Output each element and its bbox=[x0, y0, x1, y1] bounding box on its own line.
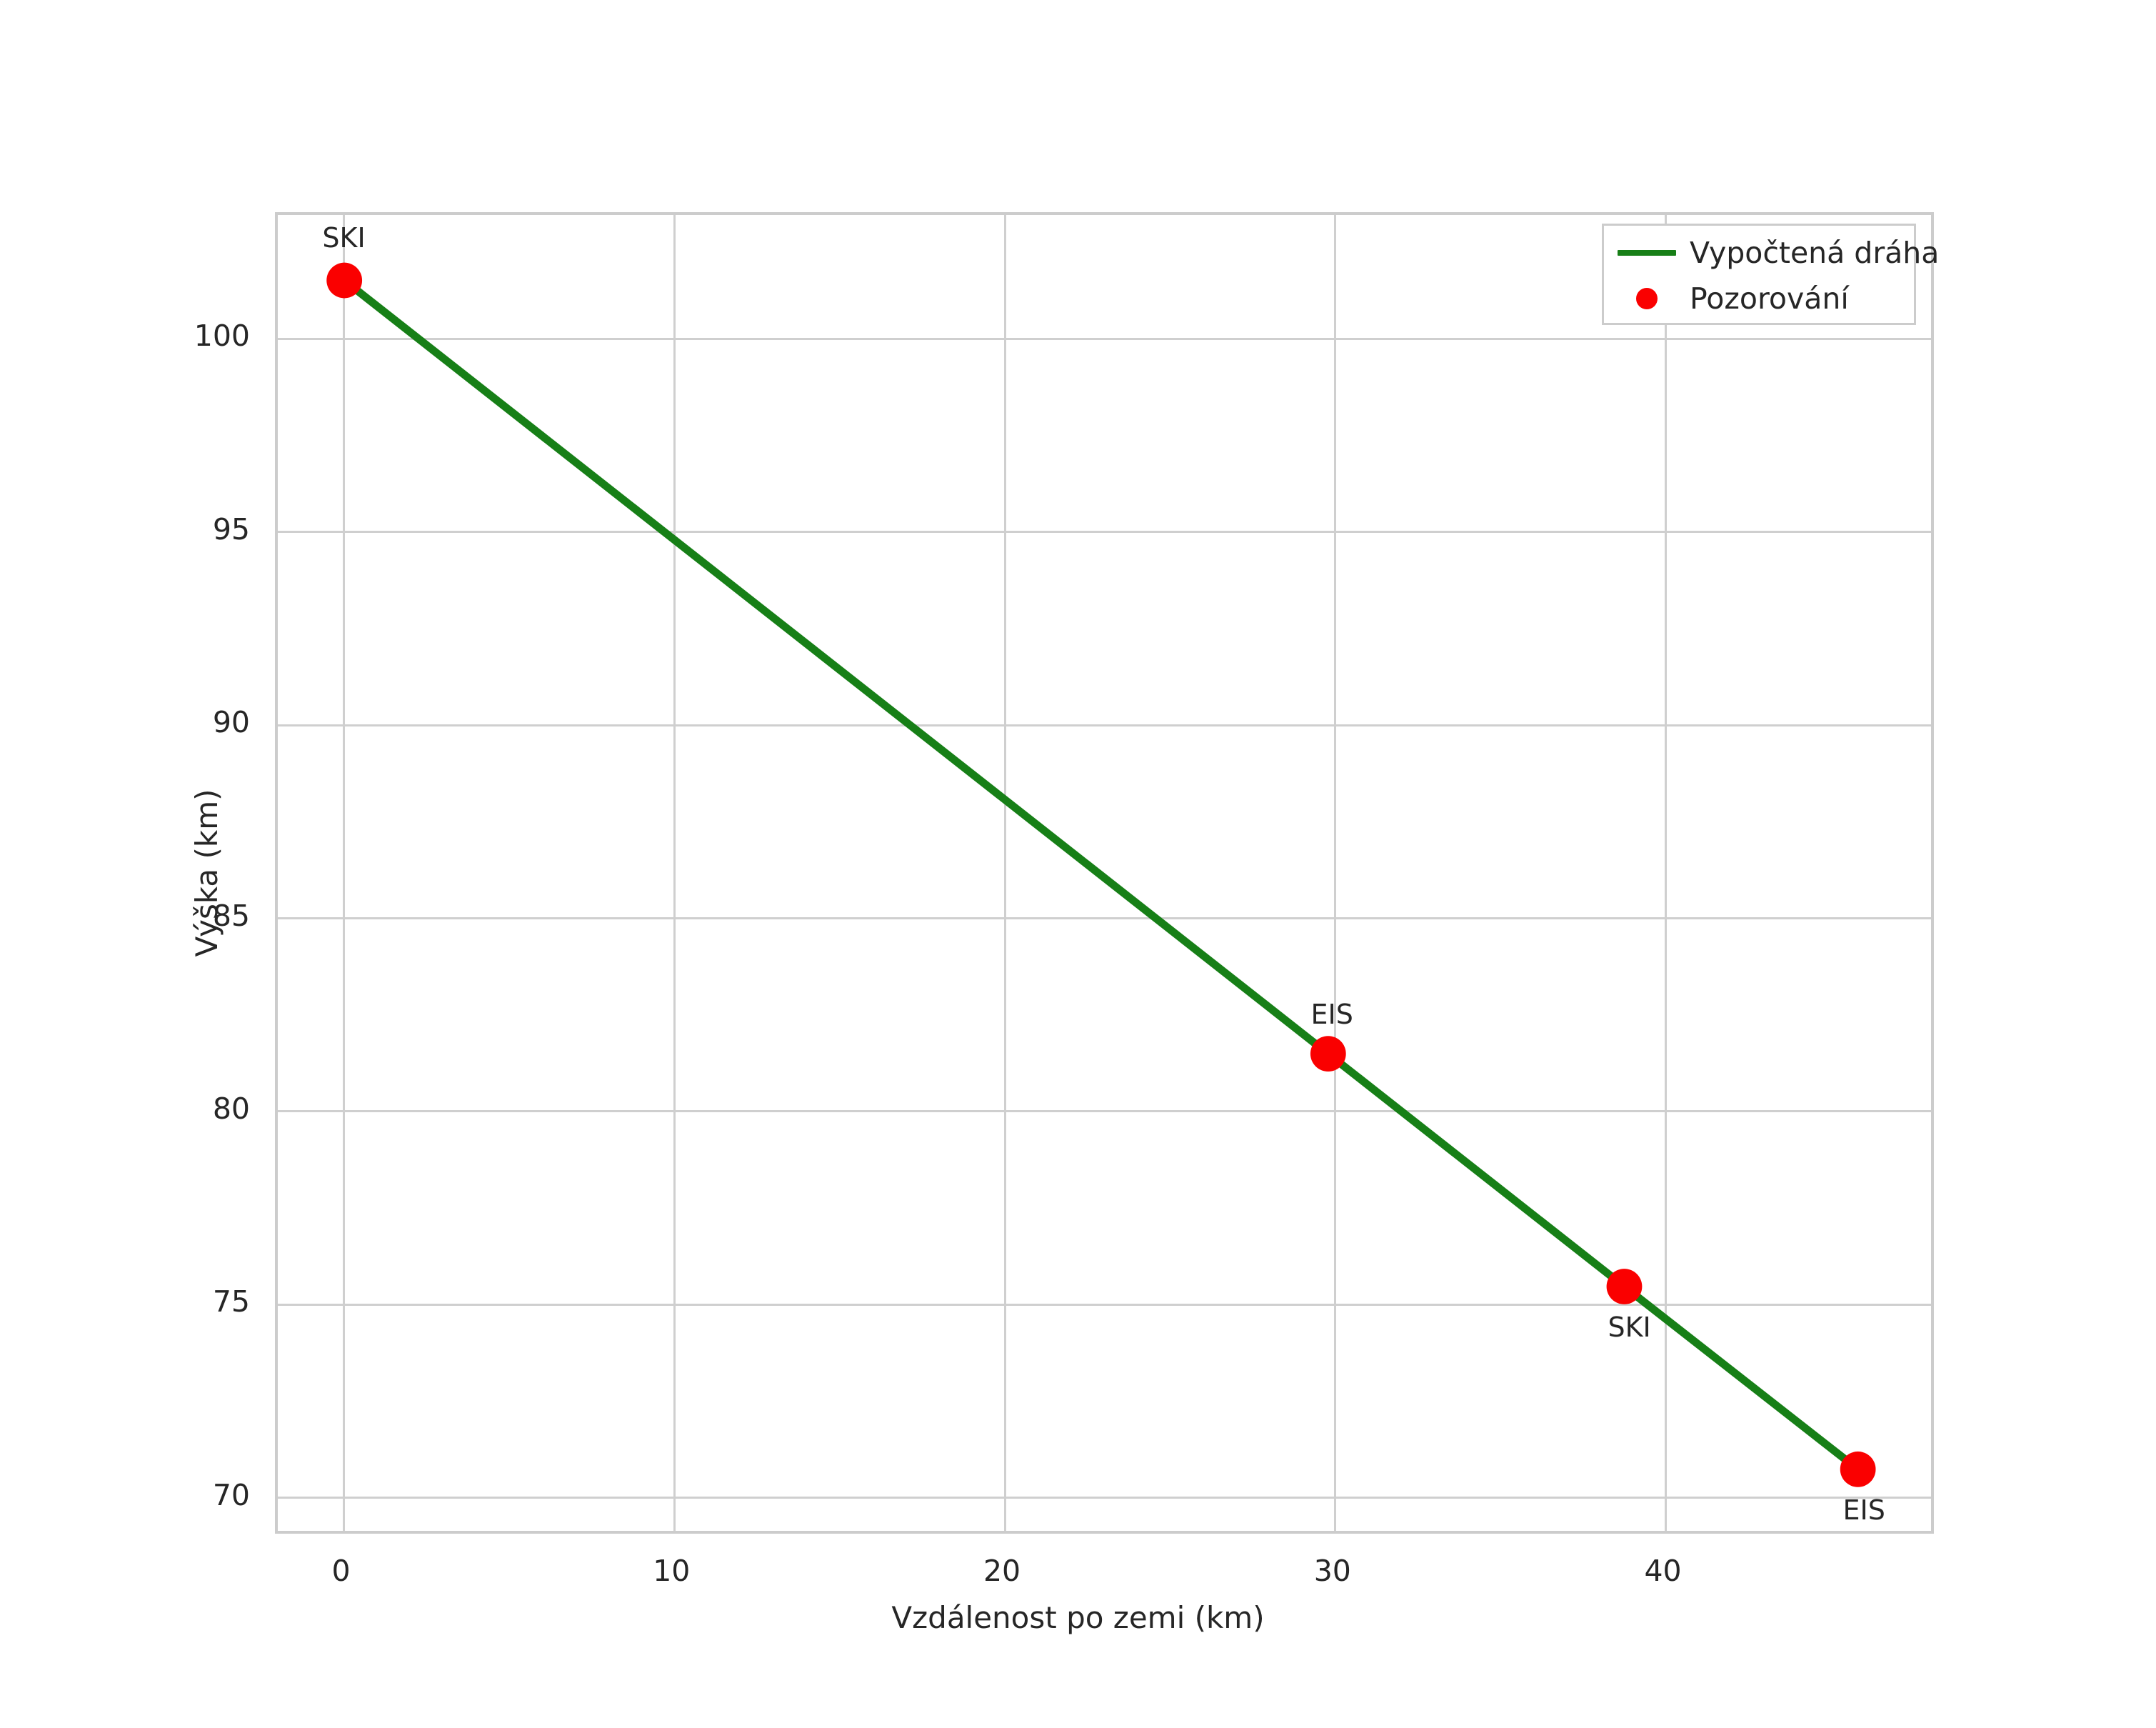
gridline-vertical bbox=[1003, 215, 1006, 1531]
observation-point[interactable] bbox=[1310, 1036, 1346, 1072]
y-tick-label: 75 bbox=[212, 1284, 250, 1319]
gridline-horizontal bbox=[278, 917, 1931, 919]
x-tick-label: 30 bbox=[1313, 1554, 1351, 1588]
y-tick-label: 80 bbox=[212, 1091, 250, 1126]
y-axis-label: Výška (km) bbox=[189, 789, 224, 957]
legend-line-icon bbox=[1604, 250, 1690, 256]
chart-legend: Vypočtená dráha Pozorování bbox=[1602, 224, 1939, 325]
observation-point-label: EIS bbox=[1310, 999, 1353, 1031]
observation-point[interactable] bbox=[326, 262, 363, 299]
observation-point-label: SKI bbox=[1608, 1311, 1651, 1343]
y-tick-label: 70 bbox=[212, 1477, 250, 1512]
y-tick-label: 85 bbox=[212, 898, 250, 933]
legend-dot-icon bbox=[1604, 288, 1690, 309]
gridline-horizontal bbox=[278, 1110, 1931, 1113]
x-tick-label: 20 bbox=[983, 1554, 1021, 1588]
legend-label-marker: Pozorování bbox=[1690, 281, 1849, 316]
legend-label-line: Vypočtená dráha bbox=[1690, 236, 1940, 270]
data-layer bbox=[326, 262, 1876, 1487]
legend-dot-swatch bbox=[1636, 288, 1658, 309]
observation-point-label: EIS bbox=[1842, 1494, 1885, 1527]
observation-point[interactable] bbox=[1606, 1269, 1643, 1304]
gridline-vertical bbox=[343, 215, 346, 1531]
plot-area: SKI EIS SKI EIS bbox=[275, 212, 1934, 1534]
gridline-horizontal bbox=[278, 1303, 1931, 1306]
y-tick-label: 90 bbox=[212, 705, 250, 740]
gridline-horizontal bbox=[278, 724, 1931, 726]
gridline-vertical bbox=[673, 215, 676, 1531]
observation-point-label: SKI bbox=[322, 221, 366, 254]
gridline-horizontal bbox=[278, 337, 1931, 340]
gridline-horizontal bbox=[278, 531, 1931, 534]
legend-entry-marker: Pozorování bbox=[1604, 277, 1914, 320]
y-tick-label: 100 bbox=[194, 319, 250, 354]
y-tick-label: 95 bbox=[212, 511, 250, 546]
x-tick-label: 0 bbox=[331, 1554, 351, 1588]
observation-point[interactable] bbox=[1840, 1451, 1876, 1487]
legend-entry-line: Vypočtená dráha bbox=[1604, 231, 1939, 274]
x-tick-label: 40 bbox=[1644, 1554, 1682, 1588]
gridline-vertical bbox=[1334, 215, 1337, 1531]
gridline-horizontal bbox=[278, 1497, 1931, 1499]
trajectory-line bbox=[340, 276, 1862, 1474]
x-axis-label: Vzdálenost po zemi (km) bbox=[891, 1600, 1265, 1635]
x-tick-label: 10 bbox=[653, 1554, 691, 1588]
gridline-vertical bbox=[1665, 215, 1668, 1531]
legend-line-swatch bbox=[1618, 250, 1676, 256]
